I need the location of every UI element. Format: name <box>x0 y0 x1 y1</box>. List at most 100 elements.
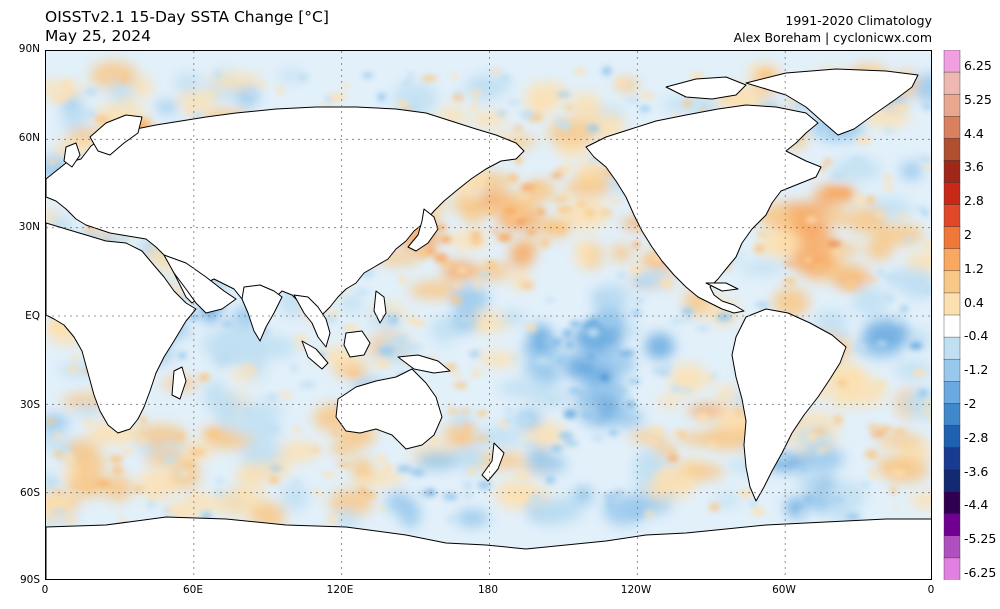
landmasses <box>46 68 931 579</box>
anomaly-blob <box>574 67 586 75</box>
anomaly-blob <box>660 361 673 371</box>
colorbar-cell <box>943 513 961 537</box>
anomaly-blob <box>458 316 474 323</box>
anomaly-blob <box>331 438 356 457</box>
africa-land <box>46 222 197 434</box>
anomaly-blob <box>514 473 530 478</box>
anomaly-blob <box>860 481 871 488</box>
anomaly-blob <box>497 74 511 84</box>
anomaly-blob <box>884 173 891 183</box>
anomaly-blob <box>810 490 832 514</box>
anomaly-blob <box>455 509 489 528</box>
anomaly-blob <box>865 237 894 262</box>
anomaly-blob <box>830 171 845 181</box>
anomaly-blob <box>711 372 719 379</box>
anomaly-blob <box>82 419 94 425</box>
anomaly-blob <box>154 443 161 447</box>
anomaly-blob <box>748 500 758 507</box>
colorbar-cell <box>943 469 961 493</box>
colorbar-cell <box>943 403 961 427</box>
anomaly-blob <box>132 76 153 99</box>
anomaly-blob <box>660 468 677 474</box>
anomaly-blob <box>275 441 322 462</box>
anomaly-blob <box>426 246 436 255</box>
anomaly-blob <box>853 343 867 352</box>
anomaly-blob <box>453 382 468 389</box>
anomaly-blob <box>863 319 910 350</box>
anomaly-blob <box>558 431 574 440</box>
anomaly-blob <box>576 201 587 208</box>
anomaly-blob <box>870 431 886 437</box>
colorbar-cell <box>943 270 961 294</box>
anomaly-blob <box>279 392 294 398</box>
anomaly-blob <box>67 365 79 373</box>
lon-label-180: 180 <box>477 584 499 596</box>
anomaly-blob <box>601 66 612 76</box>
anomaly-blob <box>504 207 517 215</box>
anomaly-blob <box>714 493 741 507</box>
anomaly-blob <box>923 407 931 415</box>
anomaly-blob <box>594 113 625 137</box>
anomaly-blob <box>119 74 130 83</box>
anomaly-blob <box>479 323 487 330</box>
anomaly-blob <box>476 178 485 188</box>
anomaly-blob <box>218 333 229 341</box>
anomaly-blob <box>520 184 535 191</box>
philippines-land <box>373 290 387 324</box>
colorbar-cell <box>943 314 961 338</box>
anomaly-blob <box>630 309 642 316</box>
anomaly-blob <box>206 429 222 439</box>
anomaly-blob <box>451 73 458 79</box>
anomaly-blob <box>588 318 600 327</box>
colorbar-cell <box>943 447 961 471</box>
anomaly-blob <box>177 494 227 513</box>
anomaly-blob <box>599 283 631 312</box>
anomaly-blob <box>649 438 659 444</box>
colorbar-tick-label: -1.2 <box>964 362 989 378</box>
colorbar-tick-label: -2.8 <box>964 429 989 445</box>
anomaly-blob <box>239 441 284 466</box>
north-america-land <box>585 104 822 314</box>
anomaly-blob <box>681 307 694 316</box>
anomaly-blob <box>421 75 438 82</box>
anomaly-blob <box>335 508 359 531</box>
anomaly-blob <box>398 275 406 285</box>
anomaly-blob <box>357 487 369 497</box>
anomaly-blob <box>189 448 206 456</box>
colorbar-tick-label: 3.6 <box>964 159 984 175</box>
anomaly-blob <box>162 456 177 463</box>
anomaly-blob <box>492 67 500 76</box>
anomaly-blob <box>533 497 585 524</box>
anomaly-blob <box>451 373 462 378</box>
anomaly-blob <box>522 442 537 448</box>
anomaly-blob <box>470 232 482 237</box>
anomaly-blob <box>918 155 931 163</box>
anomaly-blob <box>602 493 618 500</box>
anomaly-blob <box>507 100 521 105</box>
colorbar-cell <box>943 381 961 405</box>
anomaly-blob <box>645 333 675 360</box>
anomaly-blob <box>61 91 72 99</box>
anomaly-blob <box>229 355 246 362</box>
colorbar-tick-label: 5.25 <box>964 91 992 107</box>
sst-anomaly-map <box>45 50 932 580</box>
anomaly-blob <box>831 497 845 502</box>
colorbar-cells <box>943 50 961 580</box>
anomaly-blob <box>83 483 95 492</box>
anomaly-blob <box>447 409 459 415</box>
lat-label-eq: EQ <box>25 310 40 322</box>
chart-title: OISSTv2.1 15-Day SSTA Change [°C] <box>45 8 329 26</box>
anomaly-blob <box>754 244 765 254</box>
anomaly-blob <box>892 428 907 435</box>
anomaly-blob <box>54 432 61 441</box>
greenland-land <box>745 68 919 136</box>
anomaly-blob <box>499 309 527 325</box>
anomaly-blob <box>402 79 412 87</box>
anomaly-blob <box>375 360 391 368</box>
anomaly-blob <box>846 513 861 521</box>
anomaly-blob <box>580 489 588 498</box>
anomaly-blob <box>396 99 409 107</box>
anomaly-blob <box>519 110 535 119</box>
anomaly-blob <box>821 128 829 137</box>
anomaly-blob <box>552 196 568 203</box>
